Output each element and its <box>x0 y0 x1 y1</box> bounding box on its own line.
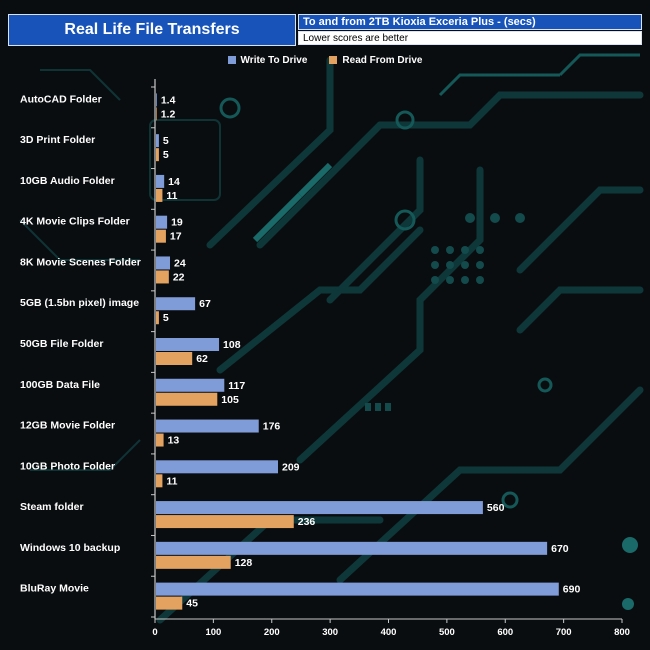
data-label-write: 117 <box>228 380 245 392</box>
legend-label-write: Write To Drive <box>240 54 308 66</box>
category-label: 3D Print Folder <box>20 134 95 146</box>
bar-write <box>156 93 157 107</box>
bar-read <box>156 433 164 447</box>
bar-read <box>156 352 193 365</box>
x-tick-label: 0 <box>152 627 157 638</box>
data-label-write: 14 <box>168 176 180 188</box>
legend: Write To Drive Read From Drive <box>0 53 650 67</box>
x-tick-label: 700 <box>556 627 572 638</box>
data-label-read: 62 <box>196 353 208 365</box>
legend-label-read: Read From Drive <box>342 54 423 66</box>
data-label-read: 11 <box>166 475 177 487</box>
bar-read <box>156 148 159 162</box>
data-label-read: 5 <box>163 312 169 324</box>
chart-note: Lower scores are better <box>298 31 642 45</box>
x-tick-label: 800 <box>614 627 630 638</box>
data-label-write: 24 <box>174 257 186 269</box>
data-label-write: 1.4 <box>161 94 176 106</box>
data-label-read: 17 <box>170 231 182 243</box>
data-label-write: 670 <box>551 543 569 555</box>
category-label: Steam folder <box>20 501 84 513</box>
category-label: 10GB Photo Folder <box>20 460 115 472</box>
data-label-write: 5 <box>163 135 169 147</box>
legend-swatch-write <box>227 56 236 64</box>
bar-write <box>156 174 165 188</box>
bar-write <box>156 338 220 351</box>
bar-write <box>156 297 196 311</box>
bar-read <box>156 474 163 488</box>
chart-subtitle: To and from 2TB Kioxia Exceria Plus - (s… <box>298 14 642 30</box>
data-label-write: 560 <box>487 502 505 514</box>
data-label-read: 105 <box>221 394 239 406</box>
bar-write <box>156 215 168 229</box>
category-label: AutoCAD Folder <box>20 93 102 105</box>
data-label-read: 11 <box>166 190 177 202</box>
bar-read <box>156 107 157 121</box>
x-tick-label: 400 <box>381 627 397 638</box>
bar-read <box>156 270 169 284</box>
category-label: 5GB (1.5bn pixel) image <box>20 297 139 309</box>
bar-write <box>156 460 279 474</box>
data-label-write: 209 <box>282 461 300 473</box>
category-label: 50GB File Folder <box>20 338 103 350</box>
legend-swatch-read <box>329 56 338 64</box>
category-label: 12GB Movie Folder <box>20 420 115 432</box>
bar-read <box>156 596 183 610</box>
bar-read <box>156 188 163 202</box>
data-label-read: 236 <box>298 516 316 528</box>
category-label: 8K Movie Scenes Folder <box>20 256 141 268</box>
data-label-read: 22 <box>173 271 185 283</box>
bar-write <box>156 134 159 148</box>
bar-read <box>156 515 294 529</box>
data-label-write: 19 <box>171 217 183 229</box>
data-label-read: 13 <box>168 435 180 447</box>
bar-write <box>156 419 259 433</box>
bar-write <box>156 378 225 392</box>
data-label-read: 1.2 <box>161 108 176 120</box>
legend-item-write: Write To Drive <box>227 54 308 66</box>
x-tick-label: 100 <box>205 627 221 638</box>
data-label-write: 176 <box>263 421 281 433</box>
x-tick-label: 500 <box>439 627 455 638</box>
data-label-write: 67 <box>199 298 211 310</box>
category-label: 100GB Data File <box>20 379 100 391</box>
bar-read <box>156 392 218 406</box>
category-label: 4K Movie Clips Folder <box>20 216 130 228</box>
category-label: BluRay Movie <box>20 583 89 595</box>
bar-read <box>156 229 166 243</box>
data-label-write: 108 <box>223 339 241 351</box>
data-label-read: 128 <box>235 557 253 569</box>
x-tick-label: 200 <box>264 627 280 638</box>
legend-item-read: Read From Drive <box>329 55 422 66</box>
bar-read <box>156 555 231 569</box>
category-label: 10GB Audio Folder <box>20 175 115 187</box>
x-tick-label: 300 <box>322 627 338 638</box>
bar-write <box>156 501 483 515</box>
bar-write <box>156 582 559 596</box>
bar-read <box>156 311 159 325</box>
data-label-write: 690 <box>563 584 581 596</box>
bar-write <box>156 256 171 270</box>
category-label: Windows 10 backup <box>20 542 120 554</box>
chart-title: Real Life File Transfers <box>8 14 296 46</box>
x-tick-label: 600 <box>497 627 513 638</box>
data-label-read: 5 <box>163 149 169 161</box>
bar-write <box>156 541 548 555</box>
data-label-read: 45 <box>186 598 198 610</box>
